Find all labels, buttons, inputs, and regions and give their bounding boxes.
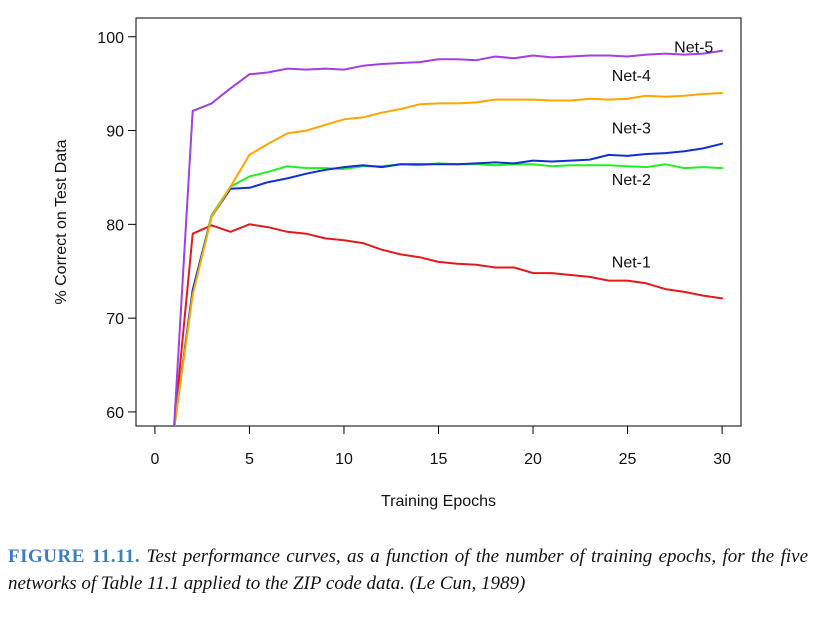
x-tick-label: 30 bbox=[713, 451, 731, 468]
y-tick-label: 60 bbox=[106, 405, 124, 422]
series-label-net-5: Net-5 bbox=[674, 40, 713, 57]
x-tick-label: 15 bbox=[430, 451, 448, 468]
series-line-net-3 bbox=[173, 142, 724, 426]
y-tick-label: 90 bbox=[106, 124, 124, 141]
x-tick-label: 25 bbox=[619, 451, 637, 468]
series-lines bbox=[173, 49, 724, 426]
series-line-net-5 bbox=[173, 49, 724, 426]
series-label-net-3: Net-3 bbox=[612, 120, 651, 137]
x-tick-label: 0 bbox=[150, 451, 159, 468]
series-label-net-4: Net-4 bbox=[612, 68, 651, 85]
x-tick-label: 20 bbox=[524, 451, 542, 468]
test-performance-chart: 0 5 10 15 20 25 30 60 70 80 90 100 Net-5 Net-4 Net-3… bbox=[53, 17, 742, 510]
series-label-net-1: Net-1 bbox=[612, 254, 651, 271]
x-tick-label: 5 bbox=[245, 451, 254, 468]
caption-text: Test performance curves, as a function o… bbox=[8, 546, 809, 594]
y-tick-label: 100 bbox=[97, 30, 124, 47]
series-line-net-2 bbox=[173, 162, 724, 426]
series-line-net-4 bbox=[173, 92, 724, 426]
series-label-net-2: Net-2 bbox=[612, 172, 651, 189]
y-tick-label: 70 bbox=[106, 311, 124, 328]
x-axis: 0 5 10 15 20 25 30 bbox=[150, 426, 731, 468]
figure-caption: FIGURE 11.11. Test performance curves, a… bbox=[8, 543, 808, 597]
x-axis-title: Training Epochs bbox=[381, 493, 496, 510]
series-labels: Net-5 Net-4 Net-3 Net-2 Net-1 bbox=[612, 40, 714, 272]
y-axis: 60 70 80 90 100 bbox=[97, 30, 136, 422]
y-tick-label: 80 bbox=[106, 217, 124, 234]
series-line-net-1 bbox=[173, 223, 724, 426]
y-axis-title: % Correct on Test Data bbox=[53, 139, 70, 304]
x-tick-label: 10 bbox=[335, 451, 353, 468]
figure-id: FIGURE 11.11. bbox=[8, 546, 141, 567]
